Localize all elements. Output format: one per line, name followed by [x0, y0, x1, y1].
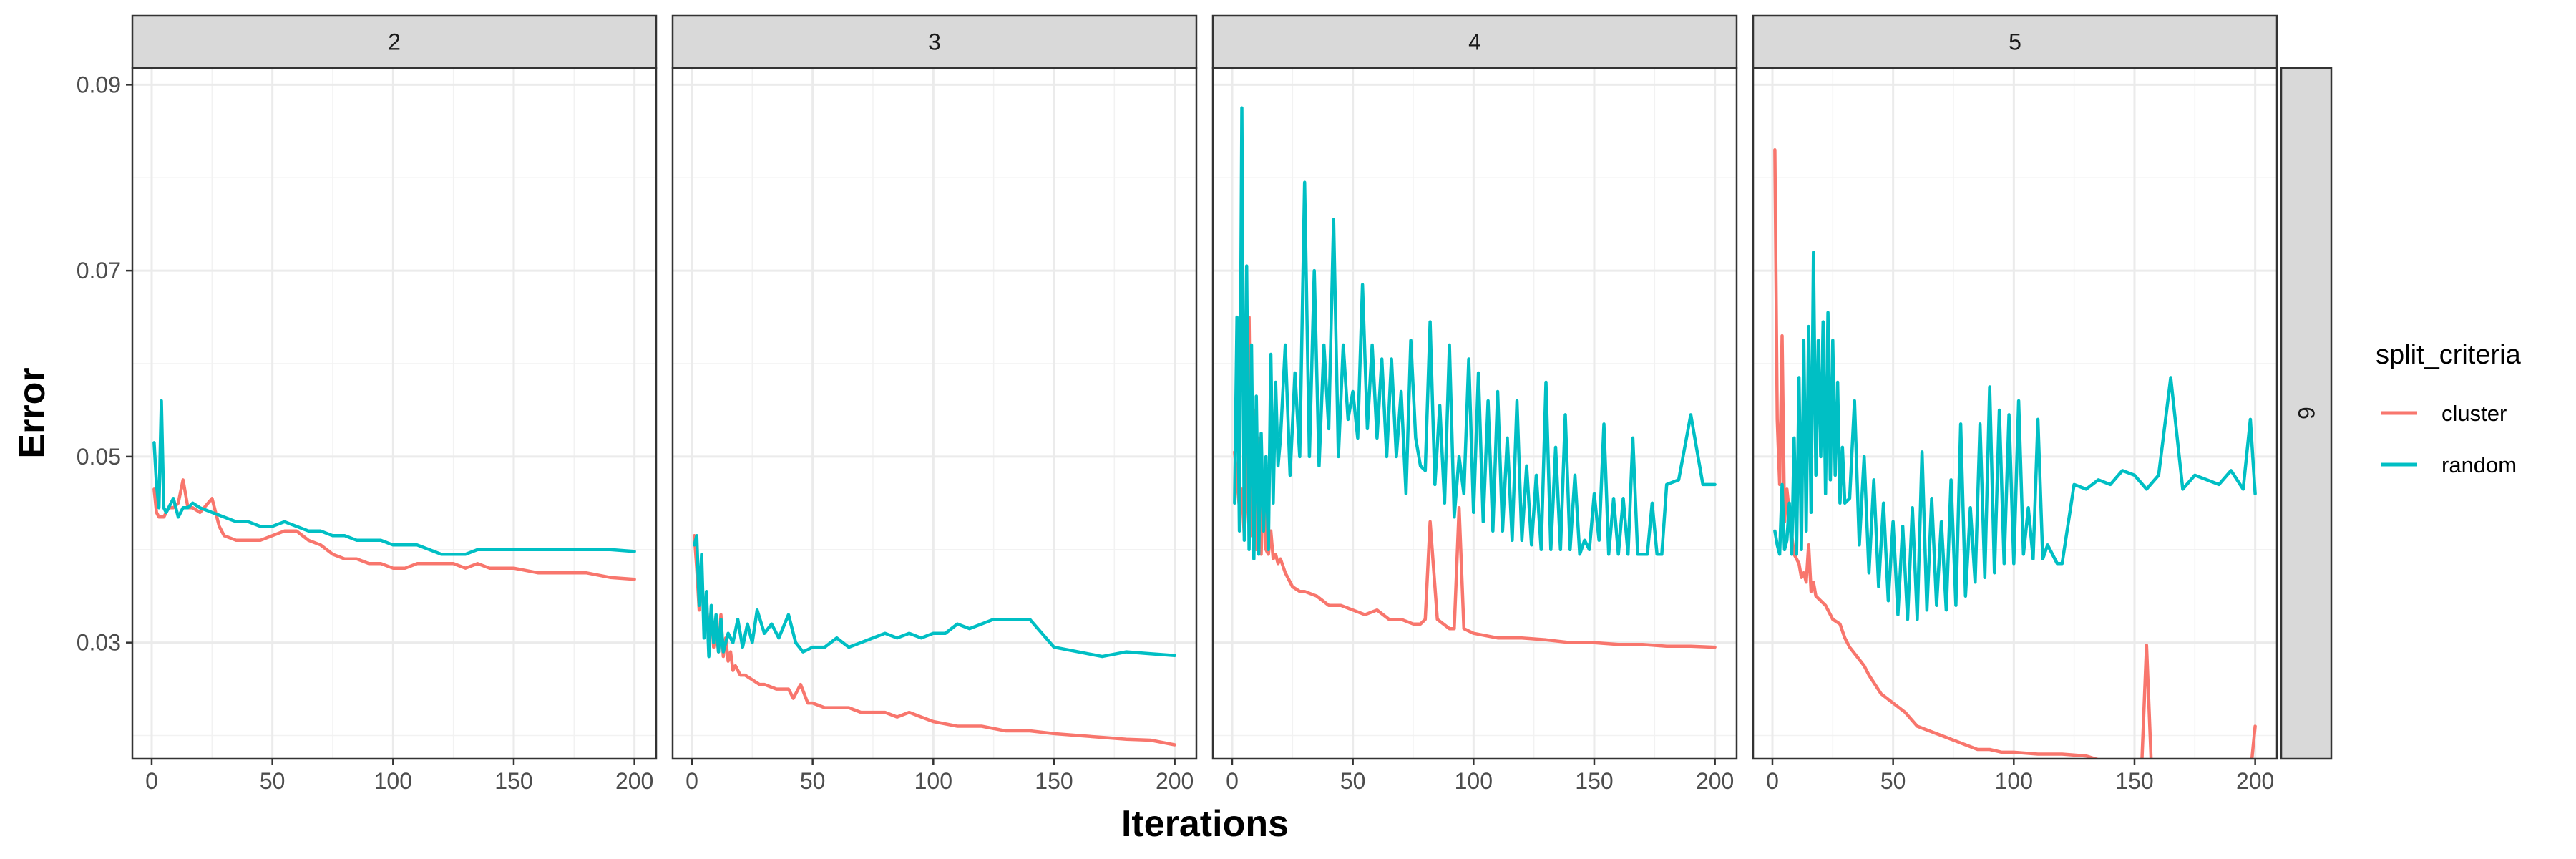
x-tick-label: 150 [2115, 768, 2153, 794]
y-tick-label: 0.05 [77, 444, 121, 470]
legend-entry-random: random [2381, 452, 2517, 477]
series-line-random [1773, 250, 2257, 621]
y-axis-title: Error [11, 367, 53, 458]
y-tick-label: 0.09 [77, 72, 121, 97]
series-line-cluster [1773, 148, 2257, 759]
x-tick-label: 100 [1995, 768, 2033, 794]
x-tick-label: 200 [2236, 768, 2274, 794]
panel-background [132, 68, 656, 759]
legend-label: random [2441, 452, 2517, 477]
x-tick-label: 150 [494, 768, 532, 794]
x-tick-label: 100 [914, 768, 952, 794]
row-strip: 6 [2280, 67, 2333, 760]
panel-3: 3 0 50 100 150 200 [671, 14, 1198, 794]
x-tick-label: 200 [1156, 768, 1194, 794]
series-line-random [693, 534, 1176, 659]
row-strip-label: 6 [2293, 407, 2319, 419]
x-tick-label: 100 [1455, 768, 1493, 794]
x-tick-label: 200 [1696, 768, 1734, 794]
series-lines [693, 534, 1176, 747]
x-tick-label: 200 [615, 768, 653, 794]
series-line-random [152, 399, 636, 556]
facet-strip [1211, 14, 1738, 69]
legend-title: split_criteria [2376, 340, 2522, 370]
series-lines [1233, 106, 1717, 649]
panel-5: 50 50 100 150 200 [1752, 14, 2278, 794]
legend-entries: cluster random [2381, 401, 2517, 477]
series-lines [1773, 148, 2257, 759]
y-tick-label: 0.07 [77, 258, 121, 283]
legend-label: cluster [2441, 401, 2507, 426]
panel-2: 2 0 50 100 150 200 0.03 0.05 0.07 0.09 [77, 14, 658, 794]
facet-strip-label: 5 [2009, 29, 2021, 55]
x-tick-label: 50 [800, 768, 826, 794]
x-axis-title: Iterations [1121, 803, 1289, 845]
x-tick-label: 100 [374, 768, 412, 794]
x-tick-label: 0 [145, 768, 158, 794]
legend-entry-cluster: cluster [2381, 401, 2507, 426]
x-tick-label: 150 [1035, 768, 1073, 794]
series-line-random [1233, 106, 1717, 561]
facet-strip-label: 2 [388, 29, 401, 55]
facet-strip [1752, 14, 2278, 69]
row-strip-background [2280, 67, 2333, 760]
panel-4: 4 0 50 100 150 200 [1211, 14, 1738, 794]
x-tick-label: 50 [1880, 768, 1906, 794]
panel-background [1753, 68, 2277, 759]
facet-strip [671, 14, 1198, 69]
x-tick-label: 0 [1766, 768, 1779, 794]
x-tick-label: 150 [1575, 768, 1613, 794]
x-tick-label: 50 [1340, 768, 1366, 794]
facet-strip [131, 14, 658, 69]
facet-strip-label: 4 [1468, 29, 1481, 55]
panel-background [673, 68, 1196, 759]
x-tick-label: 0 [1226, 768, 1239, 794]
x-tick-label: 0 [686, 768, 698, 794]
legend: split_criteria cluster random [2376, 340, 2522, 477]
x-tick-label: 50 [260, 768, 286, 794]
series-line-cluster [152, 478, 636, 581]
series-line-cluster [693, 534, 1176, 747]
series-lines [152, 399, 636, 581]
y-tick-label: 0.03 [77, 630, 121, 656]
facet-strip-label: 3 [928, 29, 941, 55]
